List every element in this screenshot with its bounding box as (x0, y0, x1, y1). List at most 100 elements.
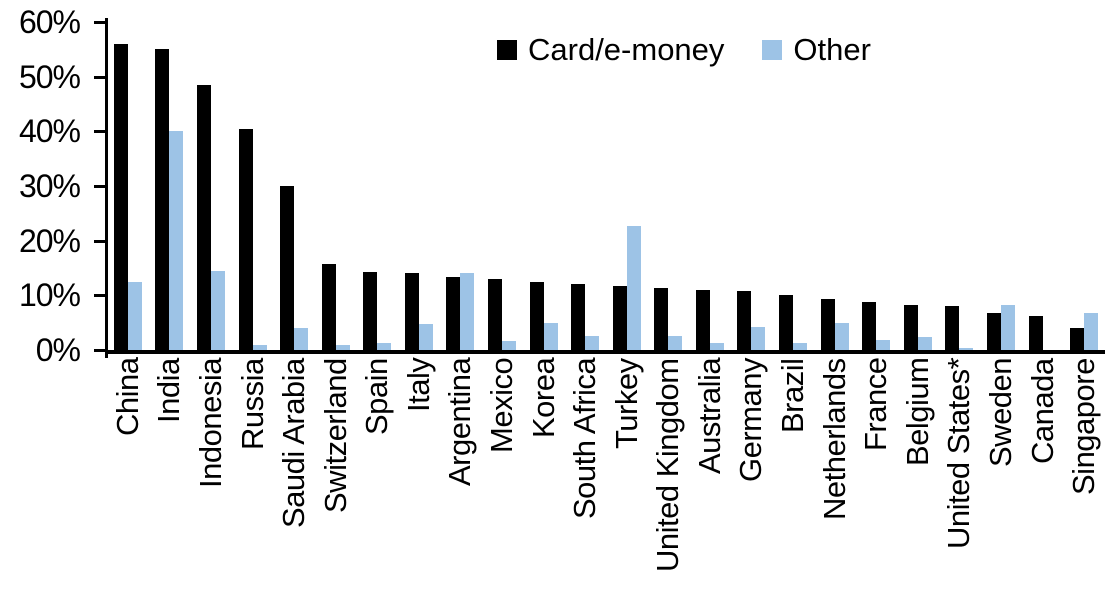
bar-other (834, 323, 849, 350)
x-label-cell: France (855, 358, 897, 594)
x-tick-label-switzerland: Switzerland (317, 358, 353, 513)
bar-other (876, 340, 891, 350)
bar-card-e-money (779, 295, 794, 350)
x-tick-label-canada: Canada (1024, 358, 1060, 464)
bar-card-e-money (321, 264, 336, 350)
bar-group-france (855, 22, 897, 350)
bar-group-italy (398, 22, 440, 350)
x-tick-label-france: France (858, 358, 894, 452)
bar-group-germany (731, 22, 773, 350)
bar-other (127, 282, 142, 350)
bar-other (543, 323, 558, 350)
x-tick-label-india: India (151, 358, 187, 423)
x-label-cell: Saudi Arabia (273, 358, 315, 594)
x-tick-label-saudi-arabia: Saudi Arabia (276, 358, 312, 528)
bar-other (460, 273, 475, 350)
legend-swatch-other (762, 40, 783, 60)
bar-group-united-states- (939, 22, 981, 350)
x-label-cell: Mexico (481, 358, 523, 594)
x-tick-label-indonesia: Indonesia (192, 358, 228, 488)
bar-other (169, 131, 184, 350)
bar-card-e-money (820, 299, 835, 350)
x-label-cell: Turkey (606, 358, 648, 594)
y-tick-label-50: 50% (18, 58, 81, 95)
y-tick-mark-50 (94, 75, 106, 79)
y-tick-mark-30 (94, 185, 106, 188)
bar-card-e-money (196, 85, 211, 350)
y-tick-label-40: 40% (18, 113, 81, 150)
bar-card-e-money (529, 282, 544, 350)
bar-card-e-money (280, 186, 295, 350)
bar-group-saudi-arabia (273, 22, 315, 350)
x-tick-label-australia: Australia (691, 358, 727, 475)
y-tick-mark-10 (94, 294, 106, 298)
bar-card-e-money (238, 129, 253, 350)
legend-label-other: Other (793, 32, 871, 67)
bar-other (418, 324, 433, 350)
bar-group-brazil (772, 22, 814, 350)
y-tick-mark-0 (94, 349, 106, 352)
y-axis-line (105, 18, 108, 358)
bar-card-e-money (487, 279, 502, 350)
bar-other (751, 327, 766, 350)
x-label-cell: United States* (939, 358, 981, 594)
bar-group-south-africa (564, 22, 606, 350)
x-label-cell: Switzerland (315, 358, 357, 594)
x-label-cell: Spain (356, 358, 398, 594)
x-label-cell: Russia (232, 358, 274, 594)
bar-other (959, 348, 974, 350)
legend-item-other: Other (762, 32, 871, 68)
bar-card-e-money (612, 286, 627, 350)
x-tick-label-korea: Korea (525, 358, 561, 439)
bar-group-netherlands (814, 22, 856, 350)
x-label-cell: Singapore (1063, 358, 1105, 594)
bar-other (626, 226, 641, 350)
x-label-cell: Brazil (772, 358, 814, 594)
plot-area (107, 22, 1105, 350)
bar-group-turkey (606, 22, 648, 350)
bar-group-belgium (897, 22, 939, 350)
x-label-cell: Germany (731, 358, 773, 594)
bar-group-canada (1022, 22, 1064, 350)
x-tick-label-spain: Spain (359, 358, 395, 435)
legend-item-card-e-money: Card/e-money (497, 32, 724, 68)
x-label-cell: Australia (689, 358, 731, 594)
bar-group-russia (232, 22, 274, 350)
x-tick-label-turkey: Turkey (608, 358, 644, 449)
x-tick-label-argentina: Argentina (442, 358, 478, 487)
bar-other (252, 345, 267, 350)
bar-other (1084, 313, 1099, 350)
bar-group-korea (523, 22, 565, 350)
x-label-cell: China (107, 358, 149, 594)
bar-card-e-money (446, 277, 461, 350)
bar-card-e-money (404, 273, 419, 350)
x-tick-label-germany: Germany (733, 358, 769, 482)
x-tick-label-italy: Italy (400, 358, 436, 413)
bar-group-indonesia (190, 22, 232, 350)
y-tick-mark-20 (94, 239, 106, 243)
bar-other (377, 343, 392, 350)
bar-other (294, 328, 309, 350)
bar-card-e-money (1028, 316, 1043, 350)
bar-card-e-money (695, 290, 710, 350)
x-tick-label-russia: Russia (234, 358, 270, 450)
x-axis-labels: China India Indonesia Russia Saudi Arabia Swi… (107, 358, 1105, 594)
bar-card-e-money (113, 44, 128, 350)
x-tick-label-china: China (109, 358, 145, 437)
y-tick-mark-60 (94, 21, 106, 24)
bar-group-sweden (980, 22, 1022, 350)
bar-card-e-money (737, 291, 752, 350)
x-label-cell: India (149, 358, 191, 594)
x-label-cell: Sweden (980, 358, 1022, 594)
legend-label-card-e-money: Card/e-money (528, 32, 725, 67)
bar-other (585, 336, 600, 350)
x-label-cell: Korea (523, 358, 565, 594)
y-tick-mark-40 (94, 130, 106, 134)
bar-group-switzerland (315, 22, 357, 350)
bar-card-e-money (903, 305, 918, 350)
x-tick-label-united-kingdom: United Kingdom (650, 358, 686, 572)
bar-other (335, 345, 350, 350)
bar-card-e-money (945, 306, 960, 350)
bar-other (1000, 305, 1015, 350)
